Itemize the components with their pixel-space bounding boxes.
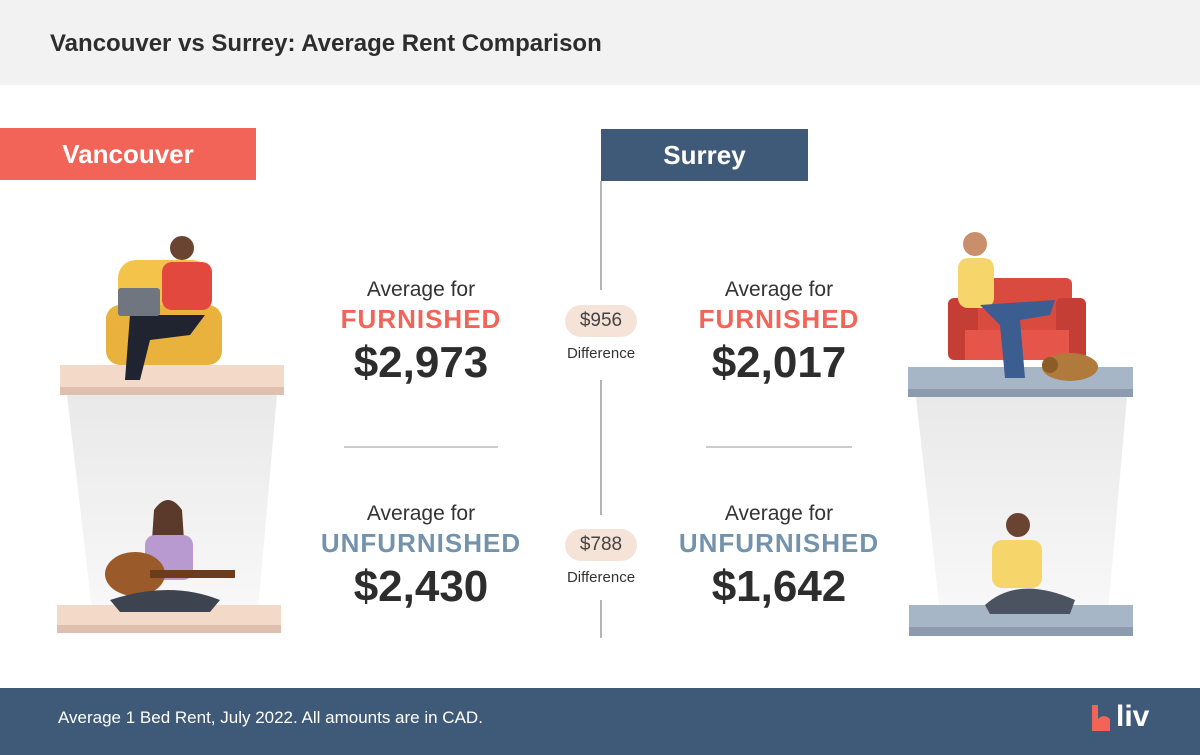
amount: $2,430 [353, 562, 489, 611]
label: Average for [724, 502, 834, 525]
label: Average for [366, 502, 476, 525]
difference-label: Difference [566, 569, 636, 586]
logo: liv [1116, 700, 1150, 733]
city-tag: Vancouver [0, 128, 256, 180]
surrey-scene [908, 232, 1133, 636]
rent-block: Average for UNFURNISHED $2,430 [301, 501, 541, 615]
rent-block: Average for FURNISHED $2,017 [659, 277, 899, 391]
type: FURNISHED [340, 304, 502, 334]
difference-amount: $788 [565, 529, 637, 561]
amount: $2,017 [711, 338, 847, 387]
vancouver-scene [57, 236, 284, 633]
rent-block: Average for UNFURNISHED $1,642 [659, 501, 899, 615]
type: UNFURNISHED [320, 528, 522, 558]
difference-amount: $956 [565, 305, 637, 337]
amount: $2,973 [353, 338, 489, 387]
amount: $1,642 [711, 562, 847, 611]
label: Average for [724, 278, 834, 301]
logo-icon [1092, 705, 1110, 731]
type: UNFURNISHED [678, 528, 880, 558]
title: Vancouver vs Surrey: Average Rent Compar… [50, 30, 602, 57]
difference-label: Difference [566, 345, 636, 362]
illustrations [57, 181, 1133, 638]
city-tag: Surrey [601, 129, 808, 181]
header [0, 0, 1200, 85]
type: FURNISHED [698, 304, 860, 334]
rent-block: Average for FURNISHED $2,973 [301, 277, 541, 391]
footer [0, 688, 1200, 755]
footer-note: Average 1 Bed Rent, July 2022. All amoun… [58, 708, 483, 727]
label: Average for [366, 278, 476, 301]
